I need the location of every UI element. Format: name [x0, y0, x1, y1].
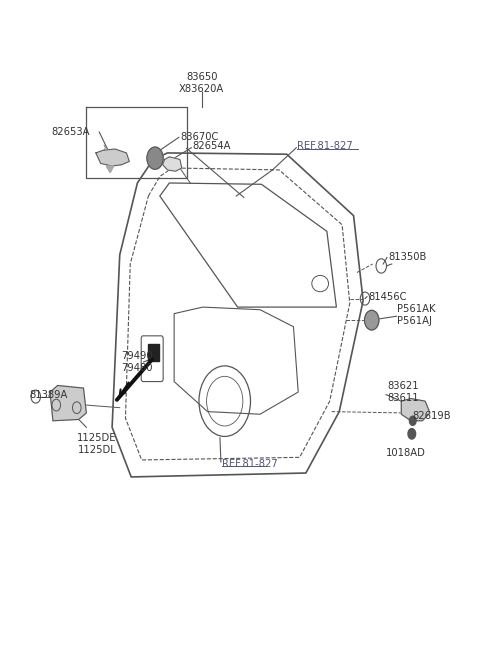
Text: 82653A: 82653A: [51, 127, 90, 137]
Text: 1125DE
1125DL: 1125DE 1125DL: [77, 434, 117, 455]
Text: REF.81-827: REF.81-827: [297, 142, 353, 152]
Text: 83650
X83620A: 83650 X83620A: [179, 72, 225, 94]
Text: 1018AD: 1018AD: [386, 449, 426, 459]
Bar: [148, 344, 159, 361]
Polygon shape: [107, 166, 114, 173]
Circle shape: [409, 416, 416, 425]
Polygon shape: [96, 149, 129, 166]
Text: 81389A: 81389A: [29, 390, 67, 400]
Text: 81350B: 81350B: [388, 253, 426, 262]
Text: REF.81-827: REF.81-827: [222, 459, 277, 469]
Text: 83621
83611: 83621 83611: [387, 381, 419, 403]
Text: 83670C: 83670C: [180, 133, 219, 142]
Text: 82619B: 82619B: [413, 411, 451, 421]
Circle shape: [408, 428, 416, 439]
Circle shape: [364, 310, 379, 330]
Circle shape: [147, 147, 163, 169]
Polygon shape: [50, 386, 86, 420]
Text: P561AK
P561AJ: P561AK P561AJ: [397, 304, 436, 326]
Polygon shape: [163, 157, 182, 171]
Text: 82654A: 82654A: [192, 142, 231, 152]
Text: 79490
79480: 79490 79480: [121, 351, 153, 373]
Polygon shape: [401, 399, 430, 420]
Text: 81456C: 81456C: [368, 292, 407, 302]
